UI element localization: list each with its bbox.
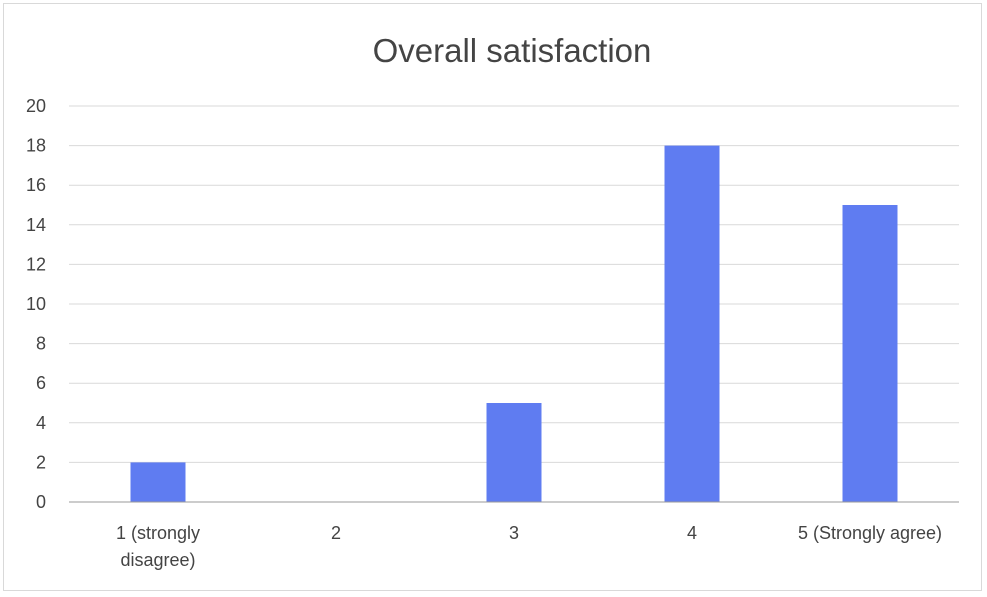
bar-chart: Overall satisfaction 0 2 4 6 8 10 12 14 16 18 20 1… bbox=[26, 32, 959, 570]
gridlines bbox=[69, 105, 959, 463]
y-tick-label: 16 bbox=[26, 175, 46, 195]
y-tick-label: 20 bbox=[26, 96, 46, 116]
x-tick-label: 2 bbox=[331, 523, 341, 543]
y-tick-label: 14 bbox=[26, 215, 46, 235]
bar bbox=[130, 462, 186, 502]
y-tick-label: 10 bbox=[26, 294, 46, 314]
bars bbox=[130, 145, 898, 502]
y-tick-label: 8 bbox=[36, 334, 46, 354]
y-tick-label: 4 bbox=[36, 413, 46, 433]
chart-container: Overall satisfaction 0 2 4 6 8 10 12 14 16 18 20 1… bbox=[3, 3, 982, 591]
x-tick-label: 4 bbox=[687, 523, 697, 543]
chart-title: Overall satisfaction bbox=[373, 32, 652, 69]
y-tick-label: 6 bbox=[36, 373, 46, 393]
y-tick-label: 12 bbox=[26, 254, 46, 274]
y-tick-label: 18 bbox=[26, 136, 46, 156]
bar bbox=[842, 205, 898, 502]
x-tick-label: 5 (Strongly agree) bbox=[798, 523, 942, 543]
y-axis-ticks: 0 2 4 6 8 10 12 14 16 18 20 bbox=[26, 96, 46, 512]
y-tick-label: 2 bbox=[36, 452, 46, 472]
x-tick-label: 3 bbox=[509, 523, 519, 543]
bar bbox=[486, 403, 542, 502]
x-axis-ticks: 1 (strongly disagree) 2 3 4 5 (Strongly agree… bbox=[116, 523, 942, 570]
bar bbox=[664, 145, 720, 502]
x-tick-label: 1 (strongly disagree) bbox=[116, 523, 200, 570]
y-tick-label: 0 bbox=[36, 492, 46, 512]
